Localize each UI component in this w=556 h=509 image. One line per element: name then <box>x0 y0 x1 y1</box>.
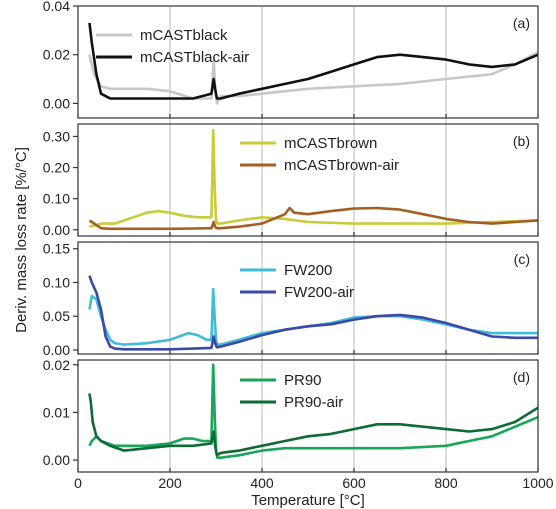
legend-entry: FW200 <box>284 262 332 279</box>
x-tick-label: 400 <box>250 475 274 491</box>
panel-label: (b) <box>513 133 530 149</box>
y-axis-title: Deriv. mass loss rate [%/°C] <box>13 147 30 333</box>
series-line-mCASTbrown <box>89 128 539 228</box>
y-tick-label: 0.00 <box>43 95 70 111</box>
y-tick-label: 0.02 <box>43 47 70 63</box>
y-tick-label: 0.04 <box>43 0 70 14</box>
legend-entry: mCASTblack-air <box>140 49 249 66</box>
panel-frame <box>77 123 539 237</box>
panels: 0.000.020.04(a)mCASTblackmCASTblack-air0… <box>43 0 539 473</box>
panel-frame <box>77 241 539 355</box>
legend-entry: FW200-air <box>284 284 354 301</box>
panel-b: 0.00 0.10 0.20 0.30 (b) mCASTbrown mCASTbrown-… <box>43 123 539 238</box>
legend-entry: mCASTbrown-air <box>284 157 399 174</box>
series-line-FW200 <box>88 287 538 346</box>
series-line-PR90 <box>88 363 539 460</box>
legend-entry: PR90 <box>284 372 322 389</box>
legend-entry: mCASTbrown <box>284 135 377 152</box>
panel-c: 0.00 0.05 0.10 0.15 (c) FW200 FW200-air <box>43 241 539 358</box>
vertical-gridlines <box>169 6 447 472</box>
panel-label: (d) <box>513 369 530 385</box>
legend-entry: mCASTblack <box>140 27 228 44</box>
y-tick-label: 0.00 <box>43 342 70 358</box>
legend-entry: PR90-air <box>284 394 343 411</box>
series-line-mCASTbrown-air <box>88 206 539 231</box>
x-tick-label: 800 <box>434 475 458 491</box>
panel-label: (a) <box>513 15 530 31</box>
panel-d: 0.00 0.01 0.02 (d) PR90 PR90-air <box>43 357 539 473</box>
x-tick-label: 0 <box>74 475 82 491</box>
y-tick-label: 0.10 <box>43 274 70 290</box>
y-tick-label: 0.00 <box>43 452 70 468</box>
panel-label: (c) <box>514 251 530 267</box>
x-axis: 0 200 400 600 800 1000 <box>74 475 554 491</box>
panel-frame <box>77 359 539 473</box>
series-line-mCASTblack <box>88 51 539 105</box>
y-tick-label: 0.15 <box>43 241 70 257</box>
y-tick-label: 0.00 <box>43 222 70 238</box>
y-tick-label: 0.10 <box>43 191 70 207</box>
y-tick-label: 0.30 <box>43 128 70 144</box>
x-tick-label: 600 <box>342 475 366 491</box>
series-line-mCASTblack-air <box>88 22 539 100</box>
y-tick-label: 0.20 <box>43 160 70 176</box>
panel-frame <box>77 5 539 119</box>
y-tick-label: 0.01 <box>43 404 70 420</box>
x-tick-label: 1000 <box>522 475 553 491</box>
y-tick-label: 0.05 <box>43 308 70 324</box>
panel-a: 0.00 0.02 0.04 (a) mCASTblack mCASTblack-air <box>43 0 539 119</box>
x-tick-label: 200 <box>158 475 182 491</box>
y-tick-label: 0.02 <box>43 357 70 373</box>
series-line-PR90-air <box>88 393 539 457</box>
series-line-FW200-air <box>88 275 538 351</box>
x-axis-title: Temperature [°C] <box>251 492 365 509</box>
